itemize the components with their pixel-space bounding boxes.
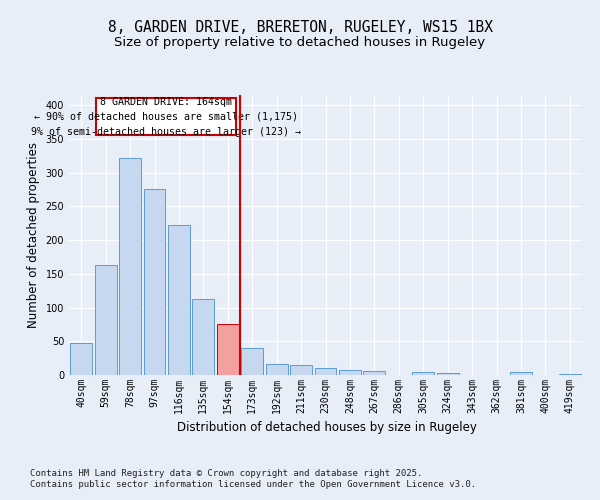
Text: Distribution of detached houses by size in Rugeley: Distribution of detached houses by size … <box>177 421 477 434</box>
Y-axis label: Number of detached properties: Number of detached properties <box>27 142 40 328</box>
Text: Size of property relative to detached houses in Rugeley: Size of property relative to detached ho… <box>115 36 485 49</box>
Bar <box>339 370 361 375</box>
Bar <box>241 348 263 375</box>
Bar <box>559 374 581 375</box>
Bar <box>510 372 532 375</box>
Bar <box>437 373 458 375</box>
Bar <box>314 368 337 375</box>
Bar <box>168 225 190 375</box>
Bar <box>96 98 236 136</box>
Bar <box>95 265 116 375</box>
Text: 8 GARDEN DRIVE: 164sqm
← 90% of detached houses are smaller (1,175)
9% of semi-d: 8 GARDEN DRIVE: 164sqm ← 90% of detached… <box>31 97 301 136</box>
Bar <box>143 190 166 375</box>
Bar <box>193 300 214 375</box>
Bar <box>70 342 92 375</box>
Bar <box>290 365 312 375</box>
Text: Contains HM Land Registry data © Crown copyright and database right 2025.
Contai: Contains HM Land Registry data © Crown c… <box>30 470 476 488</box>
Bar <box>266 364 287 375</box>
Bar <box>119 158 141 375</box>
Bar <box>217 324 239 375</box>
Text: 8, GARDEN DRIVE, BRERETON, RUGELEY, WS15 1BX: 8, GARDEN DRIVE, BRERETON, RUGELEY, WS15… <box>107 20 493 35</box>
Bar <box>364 371 385 375</box>
Bar <box>412 372 434 375</box>
